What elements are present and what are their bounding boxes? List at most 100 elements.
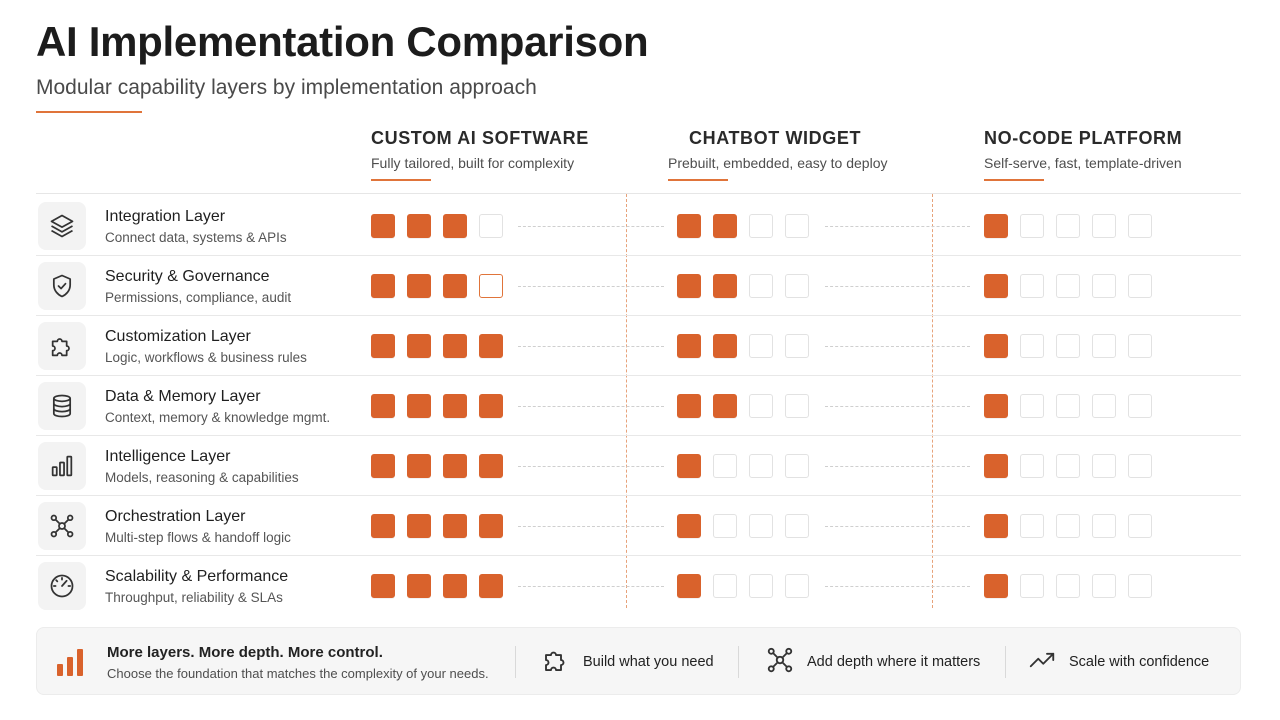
score-box-empty <box>1056 574 1080 598</box>
score-box-empty <box>749 334 773 358</box>
score-box-empty <box>785 394 809 418</box>
score-box-highlighted <box>479 274 503 298</box>
footer-item-label: Build what you need <box>583 654 714 670</box>
score-boxes <box>371 274 503 298</box>
score-box-empty <box>785 574 809 598</box>
score-box-empty <box>749 574 773 598</box>
score-boxes <box>677 274 809 298</box>
dotted-connector <box>825 586 970 587</box>
score-box-filled <box>407 574 431 598</box>
page-title: AI Implementation Comparison <box>36 18 649 65</box>
score-box-filled <box>371 394 395 418</box>
score-box-filled <box>371 274 395 298</box>
score-box-filled <box>479 454 503 478</box>
score-box-empty <box>1020 514 1044 538</box>
layers-icon <box>38 202 86 250</box>
footer-item-build: Build what you need <box>541 646 714 678</box>
score-box-filled <box>407 274 431 298</box>
layer-name: Integration Layer <box>105 208 226 225</box>
layer-description: Multi-step flows & handoff logic <box>105 530 291 545</box>
column-header-custom: CUSTOM AI SOFTWARE Fully tailored, built… <box>371 128 631 181</box>
bar-chart-icon <box>57 649 83 676</box>
score-box-empty <box>1056 274 1080 298</box>
score-box-filled <box>984 574 1008 598</box>
footer-divider <box>738 646 739 678</box>
layer-name: Orchestration Layer <box>105 508 246 525</box>
score-box-empty <box>749 514 773 538</box>
footer-panel: More layers. More depth. More control. C… <box>36 627 1241 695</box>
puzzle-icon <box>541 645 571 679</box>
score-boxes <box>984 214 1152 238</box>
score-box-empty <box>1020 394 1044 418</box>
score-boxes <box>984 454 1152 478</box>
gauge-icon <box>38 562 86 610</box>
database-icon <box>38 382 86 430</box>
score-box-empty <box>785 514 809 538</box>
score-box-filled <box>371 334 395 358</box>
trend-up-icon <box>1027 645 1057 679</box>
layer-name: Customization Layer <box>105 328 251 345</box>
score-box-filled <box>713 334 737 358</box>
score-boxes <box>677 574 809 598</box>
score-box-filled <box>713 214 737 238</box>
score-boxes <box>984 394 1152 418</box>
score-box-filled <box>371 214 395 238</box>
layer-name: Data & Memory Layer <box>105 388 261 405</box>
score-boxes <box>371 394 503 418</box>
header-divider <box>36 193 1241 194</box>
score-box-empty <box>1020 334 1044 358</box>
score-box-filled <box>407 514 431 538</box>
dotted-connector <box>825 526 970 527</box>
shield-check-icon <box>38 262 86 310</box>
score-box-filled <box>443 394 467 418</box>
score-box-filled <box>713 394 737 418</box>
column-header-nocode: NO-CODE PLATFORM Self-serve, fast, templ… <box>984 128 1244 181</box>
column-divider <box>626 194 627 608</box>
score-box-empty <box>1092 454 1116 478</box>
score-box-empty <box>479 214 503 238</box>
footer-subtitle: Choose the foundation that matches the c… <box>107 666 489 681</box>
score-box-filled <box>984 454 1008 478</box>
score-boxes <box>677 454 809 478</box>
score-boxes <box>984 334 1152 358</box>
score-boxes <box>677 514 809 538</box>
dotted-connector <box>825 346 970 347</box>
title-underline <box>36 111 142 113</box>
score-box-empty <box>1056 454 1080 478</box>
dotted-connector <box>825 466 970 467</box>
score-box-filled <box>677 454 701 478</box>
score-box-empty <box>1092 394 1116 418</box>
column-underline <box>984 179 1044 181</box>
score-box-empty <box>749 454 773 478</box>
column-desc: Prebuilt, embedded, easy to deploy <box>668 155 888 171</box>
dotted-connector <box>825 406 970 407</box>
score-box-filled <box>371 454 395 478</box>
score-box-empty <box>1056 334 1080 358</box>
score-box-empty <box>1128 334 1152 358</box>
bar-chart-icon <box>38 442 86 490</box>
score-box-filled <box>443 514 467 538</box>
network-icon <box>38 502 86 550</box>
layer-description: Permissions, compliance, audit <box>105 290 292 305</box>
score-box-filled <box>407 214 431 238</box>
dotted-connector <box>518 586 664 587</box>
score-box-empty <box>1020 214 1044 238</box>
score-box-filled <box>479 394 503 418</box>
layer-row: Scalability & Performance Throughput, rel… <box>36 556 1241 616</box>
layer-description: Throughput, reliability & SLAs <box>105 590 283 605</box>
score-box-filled <box>984 334 1008 358</box>
score-box-filled <box>479 334 503 358</box>
footer-item-depth: Add depth where it matters <box>765 646 980 678</box>
score-box-filled <box>984 274 1008 298</box>
column-name: CHATBOT WIDGET <box>689 128 862 148</box>
score-boxes <box>371 514 503 538</box>
layer-row: Integration Layer Connect data, systems &… <box>36 196 1241 256</box>
layer-row: Customization Layer Logic, workflows & bu… <box>36 316 1241 376</box>
score-box-empty <box>1092 274 1116 298</box>
score-box-filled <box>984 514 1008 538</box>
footer-item-scale: Scale with confidence <box>1027 646 1209 678</box>
score-box-empty <box>1020 454 1044 478</box>
score-box-empty <box>1128 574 1152 598</box>
score-box-filled <box>479 514 503 538</box>
layer-row: Security & Governance Permissions, compli… <box>36 256 1241 316</box>
